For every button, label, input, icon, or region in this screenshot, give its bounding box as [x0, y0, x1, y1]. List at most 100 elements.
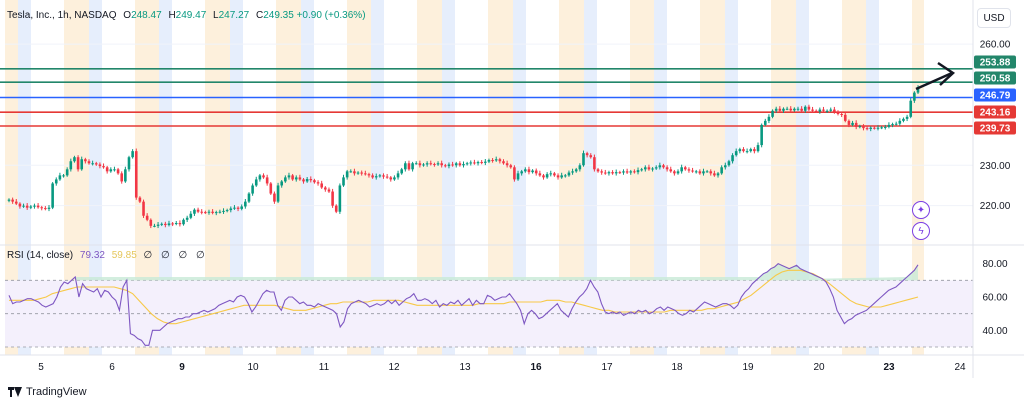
tradingview-mark-icon — [8, 387, 22, 397]
candle-body — [484, 161, 487, 163]
candle-body — [127, 157, 131, 170]
candle-body — [774, 108, 778, 111]
candle-body — [345, 171, 349, 178]
candle-body — [378, 175, 382, 177]
after-hours-band — [584, 0, 597, 355]
candle-body — [164, 223, 167, 226]
candle-body — [694, 171, 698, 173]
candle-body — [793, 108, 796, 111]
candle-body — [883, 126, 887, 128]
candle-body — [418, 163, 422, 166]
tradingview-logo[interactable]: TradingView — [8, 386, 87, 398]
candle-body — [451, 164, 454, 166]
candle-body — [851, 122, 854, 125]
pre-market-band — [488, 0, 500, 355]
candle-body — [142, 201, 145, 216]
candle-body — [87, 161, 91, 164]
candle-body — [891, 124, 894, 126]
candle-body — [251, 185, 254, 194]
lightning-icon[interactable]: ϟ — [912, 222, 930, 240]
candle-body — [734, 151, 738, 156]
rsi-tick-label: 80.00 — [982, 259, 1007, 270]
candle-body — [680, 167, 683, 172]
candle-body — [676, 171, 680, 174]
candle-body — [767, 116, 771, 121]
candle-body — [302, 179, 305, 182]
candle-body — [465, 163, 469, 165]
candle-body — [662, 165, 665, 168]
time-axis: 5 6 9 10 11 12 13 16 17 18 19 20 23 24 — [38, 362, 966, 373]
candle-body — [916, 87, 920, 93]
candle-body — [796, 108, 800, 110]
candle-body — [193, 209, 196, 214]
candle-body — [683, 167, 687, 170]
candle-body — [727, 161, 731, 166]
currency-button[interactable]: USD — [977, 8, 1011, 28]
candle-body — [753, 149, 756, 152]
candle-body — [309, 179, 313, 181]
candle-body — [422, 164, 425, 166]
candle-body — [134, 151, 138, 198]
pre-market-band — [146, 0, 159, 355]
candle-body — [236, 207, 240, 209]
candle-body — [527, 169, 531, 173]
candle-body — [149, 219, 153, 226]
candle-body — [98, 164, 102, 167]
candle-body — [571, 171, 574, 173]
after-hours-band — [371, 0, 384, 355]
high-key: H — [168, 10, 176, 21]
candle-body — [611, 172, 614, 174]
candle-body — [138, 197, 142, 202]
time-tick-label: 12 — [388, 362, 400, 373]
candle-body — [709, 171, 713, 174]
candle-body — [771, 110, 774, 117]
candle-body — [36, 205, 40, 208]
pre-market-band — [64, 0, 76, 355]
sparkle-icon[interactable]: ✦ — [912, 201, 930, 219]
after-hours-band — [18, 0, 31, 355]
candle-body — [454, 163, 458, 166]
candle-body — [814, 110, 818, 112]
candle-body — [436, 163, 440, 165]
candle-body — [487, 160, 491, 162]
pre-market-band — [217, 0, 230, 355]
candle-body — [229, 208, 233, 211]
time-tick-label: 19 — [742, 362, 754, 373]
candle-body — [803, 106, 807, 111]
candle-body — [280, 181, 283, 186]
candle-body — [596, 169, 600, 172]
pre-market-band — [641, 0, 654, 355]
candle-body — [76, 157, 80, 170]
price-line-label: 246.79 — [980, 91, 1011, 102]
time-tick-label: 23 — [883, 362, 895, 373]
candle-body — [389, 177, 393, 180]
candle-body — [440, 163, 443, 166]
price-line-label: 253.88 — [980, 58, 1011, 69]
candle-body — [225, 210, 229, 212]
after-hours-band — [654, 0, 667, 355]
candle-body — [407, 163, 411, 170]
open-key: O — [123, 10, 132, 21]
candle-body — [429, 163, 433, 165]
candle-body — [298, 177, 302, 180]
candle-body — [578, 165, 582, 170]
candle-body — [374, 176, 378, 178]
price-line-label-box — [974, 55, 1016, 69]
after-hours-band — [866, 0, 879, 355]
candle-body — [447, 164, 451, 167]
candle-body — [382, 175, 385, 177]
candle-body — [44, 208, 47, 210]
candle-body — [480, 162, 483, 164]
pre-market-band — [205, 0, 217, 355]
candle-body — [356, 172, 360, 174]
price-tick-label: 230.00 — [980, 161, 1011, 172]
candle-body — [665, 167, 669, 170]
candle-body — [469, 162, 473, 164]
candle-body — [425, 163, 429, 165]
candle-body — [7, 199, 11, 201]
candle-body — [807, 106, 811, 110]
candle-body — [520, 171, 523, 174]
candle-body — [705, 171, 709, 173]
candle-body — [33, 205, 36, 207]
